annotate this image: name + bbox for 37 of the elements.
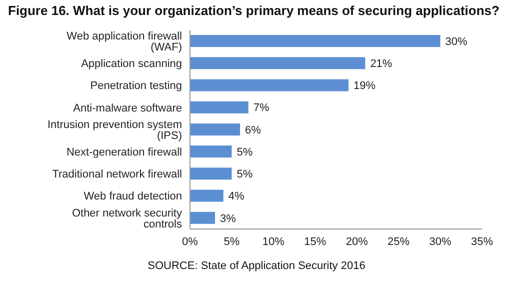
x-tick-label: 0% [182,236,198,248]
data-label: 3% [220,212,236,225]
data-label: 19% [354,80,376,92]
y-tick-label: Next-generation firewall [66,146,182,159]
data-label: 5% [236,146,253,158]
y-tick-label: Intrusion prevention system (IPS) [47,118,182,142]
x-tick-label: 30% [429,236,452,248]
y-tick-label: Web fraud detection [84,190,182,203]
x-tick-label: 25% [388,236,410,248]
x-tick-label: 35% [470,236,494,248]
bar [190,212,216,224]
data-label: 21% [370,58,392,70]
data-label: 30% [445,36,468,48]
bar [190,79,349,92]
y-tick-label: Application scanning [81,58,182,70]
y-tick-label: Traditional network firewall [52,168,182,181]
data-label: 5% [236,168,253,181]
y-tick-label: Anti-malware software [73,102,182,114]
bar [190,101,248,114]
bar [190,168,232,180]
data-label: 7% [253,102,270,114]
y-tick-label: Web application firewall (WAF) [66,30,182,54]
chart-title: Figure 16. What is your organization’s primary means of securing applications? [8,3,500,18]
bar [190,146,232,158]
bar [190,123,240,136]
y-tick-label: Penetration testing [90,80,182,92]
x-tick-label: 20% [346,236,368,248]
bar [190,190,224,202]
bar [190,57,366,70]
x-tick-label: 10% [262,236,285,248]
x-tick-label: 15% [304,236,326,248]
y-tick-label: Other network security controls [72,207,182,230]
data-label: 4% [228,190,244,203]
bar [190,35,440,47]
source-note: SOURCE: State of Application Security 2016 [146,260,366,272]
x-tick-label: 5% [224,236,240,248]
data-label: 6% [245,124,262,136]
